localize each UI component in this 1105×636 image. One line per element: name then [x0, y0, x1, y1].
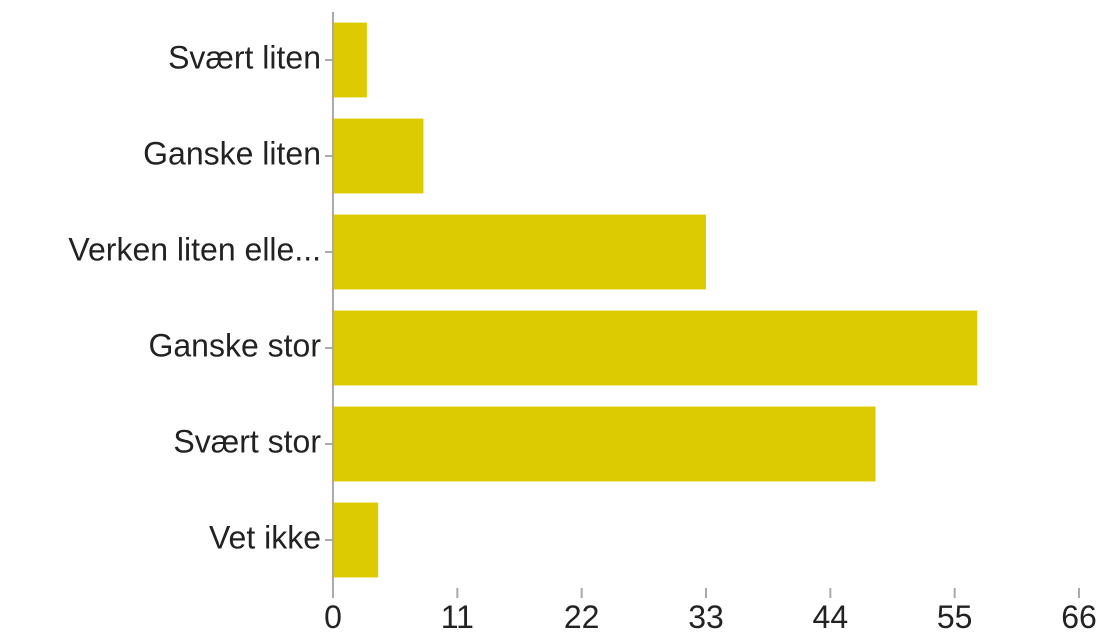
bar-4 — [333, 406, 876, 482]
category-label-4: Svært stor — [173, 423, 321, 459]
x-tick-label-2: 22 — [564, 599, 600, 635]
x-tick-label-1: 11 — [441, 599, 474, 635]
category-label-1: Ganske liten — [143, 135, 321, 171]
x-tick-label-4: 44 — [813, 599, 849, 635]
bar-1 — [333, 118, 424, 194]
x-tick-label-0: 0 — [324, 599, 342, 635]
bar-0 — [333, 22, 367, 98]
x-tick-label-6: 66 — [1061, 599, 1097, 635]
category-label-5: Vet ikke — [209, 519, 321, 555]
x-tick-label-3: 33 — [688, 599, 724, 635]
bar-5 — [333, 502, 379, 578]
category-label-3: Ganske stor — [148, 327, 321, 363]
bar-2 — [333, 214, 706, 290]
bars-layer — [333, 22, 978, 578]
labels-layer: Svært liten Ganske liten Verken liten elle… — [68, 39, 1096, 635]
axes-layer — [325, 12, 1080, 598]
category-label-2: Verken liten elle... — [68, 231, 321, 267]
category-label-0: Svært liten — [168, 39, 321, 75]
bar-3 — [333, 310, 978, 386]
x-tick-label-5: 55 — [937, 599, 973, 635]
